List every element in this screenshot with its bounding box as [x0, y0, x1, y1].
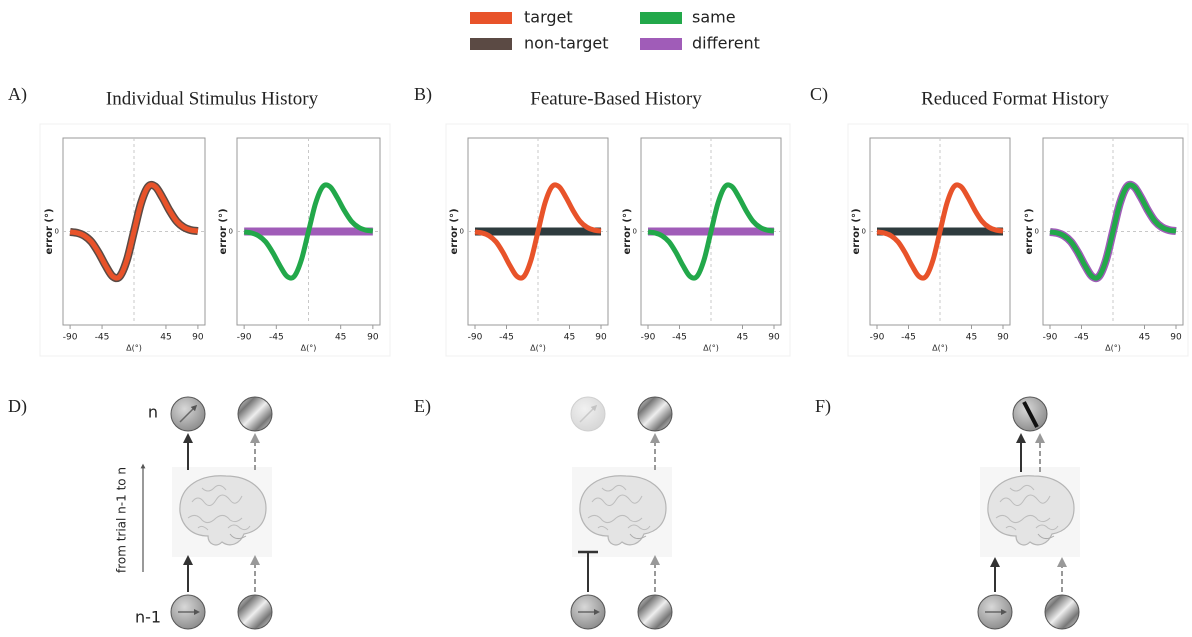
panel-label: F): [815, 396, 831, 417]
y-axis-label: error (°): [218, 208, 229, 254]
panel-frame: [847, 123, 1189, 357]
x-tick-label: 45: [737, 333, 748, 343]
x-tick-label: 90: [595, 333, 607, 343]
x-axis-label: Δ(°): [703, 344, 719, 353]
x-axis-label: Δ(°): [530, 344, 546, 353]
legend-swatch: [470, 38, 512, 50]
x-tick-label: -45: [269, 333, 284, 343]
series-line: [474, 182, 602, 281]
stimulus: [1044, 594, 1080, 630]
series-line: [1049, 182, 1177, 281]
panel-label: D): [8, 396, 27, 417]
x-tick-label: 45: [160, 333, 171, 343]
x-tick-label: 90: [367, 333, 379, 343]
panel-title: Feature-Based History: [530, 88, 702, 109]
panel-frame: [445, 123, 791, 357]
x-tick-label: 45: [564, 333, 575, 343]
y-tick-label: 0: [460, 228, 464, 236]
y-tick-label: 0: [229, 228, 233, 236]
panel-label: A): [8, 84, 27, 105]
y-axis-label: error (°): [851, 208, 862, 254]
trial-label: n-1: [135, 608, 161, 627]
legend-swatch: [640, 12, 682, 24]
chart: 0 -90 -45 45 90 Δ(°) error (°): [622, 137, 782, 353]
panel-title: Reduced Format History: [921, 88, 1109, 109]
x-tick-label: -45: [672, 333, 687, 343]
x-tick-label: 90: [1170, 333, 1182, 343]
x-tick-label: 90: [192, 333, 204, 343]
x-tick-label: -45: [499, 333, 514, 343]
series-line: [876, 182, 1004, 281]
y-tick-label: 0: [862, 228, 866, 236]
y-axis-label: error (°): [622, 208, 633, 254]
diagram-d: D) n n-1 from trial n-1 to n: [8, 396, 273, 630]
legend-swatch: [640, 38, 682, 50]
y-tick-label: 0: [1035, 228, 1039, 236]
panel-label: B): [414, 84, 432, 105]
diagram-e: E): [414, 396, 673, 630]
diagram-f: F): [815, 396, 1081, 630]
legend: target non-target same different: [470, 8, 760, 53]
y-tick-label: 0: [633, 228, 637, 236]
legend-swatch: [470, 12, 512, 24]
x-tick-label: -90: [1043, 333, 1058, 343]
x-tick-label: -45: [901, 333, 916, 343]
stimulus: [237, 396, 273, 432]
trial-label: n: [148, 403, 158, 422]
x-tick-label: -90: [237, 333, 252, 343]
chart: 0 -90 -45 45 90 Δ(°) error (°): [44, 137, 206, 353]
x-tick-label: -90: [641, 333, 656, 343]
x-axis-label: Δ(°): [1105, 344, 1121, 353]
charts: 0-90 -45 45 90Δ(°)error (°) 0-90 -45 45 90Δ(°)e…: [44, 137, 1184, 353]
x-tick-label: -45: [1074, 333, 1089, 343]
x-axis-label: Δ(°): [932, 344, 948, 353]
brain: [979, 466, 1081, 558]
stimulus-bar: [1022, 401, 1039, 428]
chart: 0 -90 -45 45 90 Δ(°) error (°): [851, 137, 1011, 353]
legend-label: non-target: [524, 34, 609, 53]
y-tick-label: 0: [55, 228, 59, 236]
x-tick-label: -90: [468, 333, 483, 343]
x-tick-label: 45: [335, 333, 346, 343]
chart: 0 -90 -45 45 90 Δ(°) error (°): [449, 137, 609, 353]
x-tick-label: -45: [95, 333, 110, 343]
x-tick-label: 45: [966, 333, 977, 343]
series-line: [69, 182, 199, 281]
brain: [171, 466, 273, 558]
panel-label: E): [414, 396, 431, 417]
legend-label: different: [692, 34, 760, 53]
stimulus-arrow: [579, 404, 598, 423]
x-tick-label: 90: [768, 333, 780, 343]
panel-frame: [39, 123, 391, 357]
x-tick-label: 90: [997, 333, 1009, 343]
brain: [571, 466, 673, 558]
x-axis-label: Δ(°): [126, 344, 142, 353]
y-axis-label: error (°): [1024, 208, 1035, 254]
stimulus: [637, 594, 673, 630]
x-tick-label: 45: [1139, 333, 1150, 343]
panel-title: Individual Stimulus History: [106, 88, 319, 109]
x-tick-label: -90: [870, 333, 885, 343]
y-axis-label: error (°): [449, 208, 460, 254]
stimulus: [637, 396, 673, 432]
series-line: [647, 182, 775, 281]
axis-label: from trial n-1 to n: [115, 467, 129, 573]
panel-label: C): [810, 84, 828, 105]
x-axis-label: Δ(°): [301, 344, 317, 353]
stimulus-arrow: [179, 404, 198, 423]
legend-label: target: [524, 8, 573, 27]
series-line: [243, 182, 374, 281]
chart: 0 -90 -45 45 90 Δ(°) error (°): [218, 137, 381, 353]
stimulus: [237, 594, 273, 630]
y-axis-label: error (°): [44, 208, 55, 254]
chart: 0 -90 -45 45 90 Δ(°) error (°): [1024, 137, 1184, 353]
x-tick-label: -90: [63, 333, 78, 343]
legend-label: same: [692, 8, 736, 27]
